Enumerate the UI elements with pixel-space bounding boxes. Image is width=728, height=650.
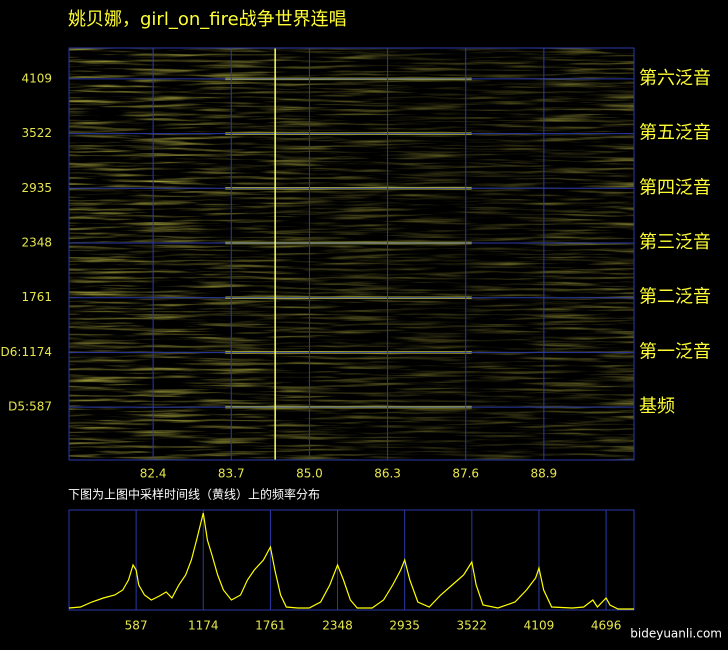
plot-frame: [68, 509, 635, 611]
x-tick-label: 82.4: [140, 467, 167, 481]
x-tick-label: 85.0: [296, 467, 323, 481]
harmonic-label: 第四泛音: [639, 177, 711, 198]
x-tick-label: 4696: [591, 619, 622, 633]
harmonic-label: 第五泛音: [639, 123, 711, 144]
y-tick-label: D6:1174: [1, 345, 52, 359]
x-tick-label: 2935: [389, 619, 420, 633]
spectrum-line: [68, 512, 634, 610]
y-tick-label: D5:587: [8, 400, 52, 414]
x-tick-label: 83.7: [218, 467, 245, 481]
chart-subtitle: 下图为上图中采样时间线（黄线）上的频率分布: [68, 487, 320, 502]
spectrum: 587 1174 1761 2348 2935 3522 4109 4696: [68, 509, 635, 633]
chart-title: 姚贝娜，girl_on_fire战争世界连唱: [68, 9, 347, 30]
y-tick-label: 2348: [21, 236, 52, 250]
spectrogram-shade: [69, 48, 634, 460]
x-tick-label: 1761: [255, 619, 286, 633]
harmonic-label: 第一泛音: [639, 341, 711, 362]
y-tick-label: 4109: [21, 71, 52, 85]
harmonic-label: 第二泛音: [639, 287, 711, 308]
x-tick-label: 88.9: [530, 467, 557, 481]
y-tick-label: 1761: [21, 290, 52, 304]
harmonic-label: 基频: [639, 396, 675, 417]
x-tick-label: 87.6: [452, 467, 479, 481]
x-tick-label: 4109: [524, 619, 555, 633]
harmonic-label: 第三泛音: [639, 232, 711, 253]
y-tick-label: 2935: [21, 181, 52, 195]
harmonic-label: 第六泛音: [639, 68, 711, 89]
x-tick-label: 1174: [188, 619, 219, 633]
y-tick-label: 3522: [21, 126, 52, 140]
x-tick-label: 3522: [457, 619, 488, 633]
x-tick-label: 86.3: [374, 467, 401, 481]
x-tick-label: 2348: [322, 619, 353, 633]
x-tick-label: 587: [125, 619, 148, 633]
plot-frame: [68, 47, 635, 461]
watermark: bideyuanli.com: [630, 627, 722, 641]
